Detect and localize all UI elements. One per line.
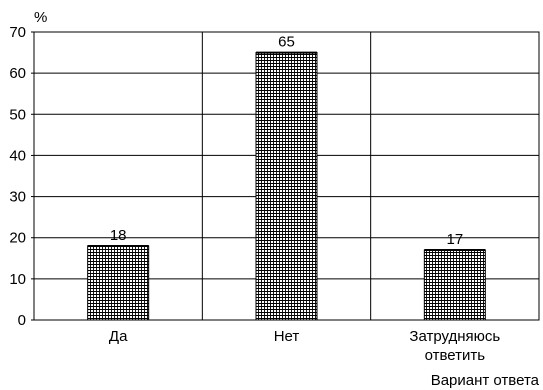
- y-tick-label: 0: [18, 312, 26, 329]
- y-tick-label: 40: [9, 147, 26, 164]
- plot-frame: [33, 31, 540, 321]
- value-labels: 18 65 17: [110, 34, 463, 248]
- data-label: 65: [278, 34, 295, 51]
- y-tick-label: 70: [9, 24, 26, 41]
- y-tick-label: 60: [9, 65, 26, 82]
- bars: [87, 51, 486, 321]
- x-axis-title: Вариант ответа: [431, 372, 540, 389]
- data-label: 18: [110, 227, 127, 244]
- y-tick-label: 30: [9, 189, 26, 206]
- y-axis-ticks: 0 10 20 30 40 50 60 70: [9, 24, 34, 329]
- data-label: 17: [446, 231, 463, 248]
- y-tick-label: 10: [9, 271, 26, 288]
- bar: [255, 52, 318, 321]
- y-axis-title: %: [34, 9, 47, 26]
- category-label: Да: [109, 328, 128, 345]
- y-tick-label: 50: [9, 106, 26, 123]
- y-tick-label: 20: [9, 230, 26, 247]
- category-label: Нет: [274, 328, 300, 345]
- category-labels: Да Нет Затрудняюсь ответить: [109, 328, 501, 364]
- bar: [423, 249, 486, 321]
- plot-border: [33, 31, 540, 321]
- category-label: Затрудняюсь ответить: [409, 328, 500, 364]
- bar: [87, 245, 150, 321]
